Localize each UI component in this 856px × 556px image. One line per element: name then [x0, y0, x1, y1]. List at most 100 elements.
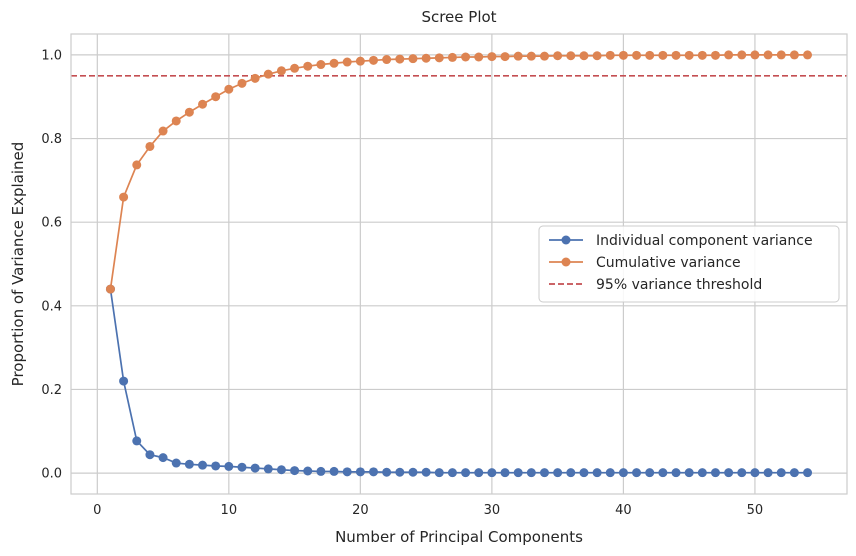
data-point-individual-component-variance [171, 458, 181, 468]
data-point-individual-component-variance [737, 468, 747, 478]
data-point-cumulative-variance [316, 60, 326, 70]
y-tick-labels: 0.0 0.2 0.4 0.6 0.8 1.0 [41, 48, 62, 481]
data-point-cumulative-variance [789, 50, 799, 60]
data-point-cumulative-variance [487, 52, 497, 62]
data-point-individual-component-variance [724, 468, 734, 478]
data-point-individual-component-variance [684, 468, 694, 478]
data-point-individual-component-variance [132, 436, 142, 446]
data-point-cumulative-variance [526, 51, 536, 61]
x-tick-label: 30 [484, 503, 501, 518]
data-point-cumulative-variance [224, 84, 234, 94]
data-point-individual-component-variance [355, 467, 365, 477]
data-point-individual-component-variance [803, 468, 813, 478]
data-point-cumulative-variance [447, 52, 457, 62]
data-point-individual-component-variance [618, 468, 628, 478]
x-axis-label: Number of Principal Components [335, 528, 583, 546]
y-tick-label: 0.2 [41, 383, 62, 398]
data-point-individual-component-variance [316, 466, 326, 476]
data-point-cumulative-variance [421, 53, 431, 63]
series-individual-component-variance [105, 284, 813, 478]
data-point-individual-component-variance [487, 468, 497, 478]
data-point-individual-component-variance [500, 468, 510, 478]
x-tick-label: 20 [352, 503, 369, 518]
series-layer [105, 50, 813, 478]
data-point-individual-component-variance [158, 453, 168, 463]
data-point-cumulative-variance [697, 50, 707, 60]
data-point-cumulative-variance [132, 160, 142, 170]
data-point-individual-component-variance [369, 467, 379, 477]
data-point-cumulative-variance [592, 51, 602, 61]
data-point-cumulative-variance [263, 69, 273, 79]
data-point-individual-component-variance [342, 467, 352, 477]
data-point-individual-component-variance [224, 461, 234, 471]
data-point-individual-component-variance [290, 466, 300, 476]
data-point-cumulative-variance [474, 52, 484, 62]
data-point-cumulative-variance [276, 66, 286, 76]
data-point-individual-component-variance [211, 461, 221, 471]
data-point-cumulative-variance [763, 50, 773, 60]
data-point-cumulative-variance [803, 50, 813, 60]
legend: Individual component variance Cumulative… [538, 225, 840, 303]
data-point-cumulative-variance [553, 51, 563, 61]
data-point-cumulative-variance [355, 56, 365, 66]
data-point-individual-component-variance [776, 468, 786, 478]
y-tick-label: 0.0 [41, 467, 62, 482]
data-point-individual-component-variance [539, 468, 549, 478]
data-point-cumulative-variance [434, 53, 444, 63]
data-point-cumulative-variance [671, 50, 681, 60]
data-point-cumulative-variance [539, 51, 549, 61]
data-point-cumulative-variance [369, 55, 379, 65]
data-point-individual-component-variance [592, 468, 602, 478]
x-tick-label: 10 [221, 503, 238, 518]
data-point-cumulative-variance [290, 63, 300, 73]
data-point-cumulative-variance [105, 284, 115, 294]
data-point-individual-component-variance [579, 468, 589, 478]
data-point-cumulative-variance [566, 51, 576, 61]
data-point-individual-component-variance [566, 468, 576, 478]
legend-label-individual: Individual component variance [596, 233, 813, 249]
data-point-cumulative-variance [461, 52, 471, 62]
data-point-cumulative-variance [632, 50, 642, 60]
legend-label-cumulative: Cumulative variance [596, 255, 741, 271]
data-point-cumulative-variance [579, 51, 589, 61]
data-point-individual-component-variance [395, 467, 405, 477]
data-point-cumulative-variance [237, 78, 247, 88]
data-point-individual-component-variance [303, 466, 313, 476]
legend-box [538, 225, 840, 303]
data-point-individual-component-variance [382, 467, 392, 477]
legend-marker-individual [561, 235, 571, 245]
y-tick-label: 0.6 [41, 216, 62, 231]
data-point-cumulative-variance [750, 50, 760, 60]
data-point-individual-component-variance [263, 464, 273, 474]
plot-frame [70, 33, 848, 495]
data-point-cumulative-variance [395, 54, 405, 64]
chart-title: Scree Plot [421, 8, 496, 26]
data-point-cumulative-variance [119, 192, 129, 202]
series-cumulative-variance [105, 50, 813, 294]
x-tick-labels: 0 10 20 30 40 50 [93, 503, 763, 518]
data-point-individual-component-variance [421, 467, 431, 477]
y-tick-label: 0.8 [41, 132, 62, 147]
data-point-cumulative-variance [658, 50, 668, 60]
data-point-cumulative-variance [618, 50, 628, 60]
data-point-individual-component-variance [789, 468, 799, 478]
data-point-cumulative-variance [645, 50, 655, 60]
data-point-individual-component-variance [119, 376, 129, 386]
data-point-cumulative-variance [211, 92, 221, 102]
data-point-cumulative-variance [250, 73, 260, 83]
y-tick-label: 0.4 [41, 299, 62, 314]
x-tick-label: 0 [93, 503, 101, 518]
data-point-individual-component-variance [553, 468, 563, 478]
data-point-individual-component-variance [329, 466, 339, 476]
data-point-cumulative-variance [724, 50, 734, 60]
data-point-individual-component-variance [184, 459, 194, 469]
data-point-individual-component-variance [645, 468, 655, 478]
data-point-individual-component-variance [408, 467, 418, 477]
data-point-individual-component-variance [763, 468, 773, 478]
data-point-cumulative-variance [513, 51, 523, 61]
data-point-individual-component-variance [434, 468, 444, 478]
data-point-cumulative-variance [145, 141, 155, 151]
data-point-individual-component-variance [697, 468, 707, 478]
data-point-individual-component-variance [145, 450, 155, 460]
